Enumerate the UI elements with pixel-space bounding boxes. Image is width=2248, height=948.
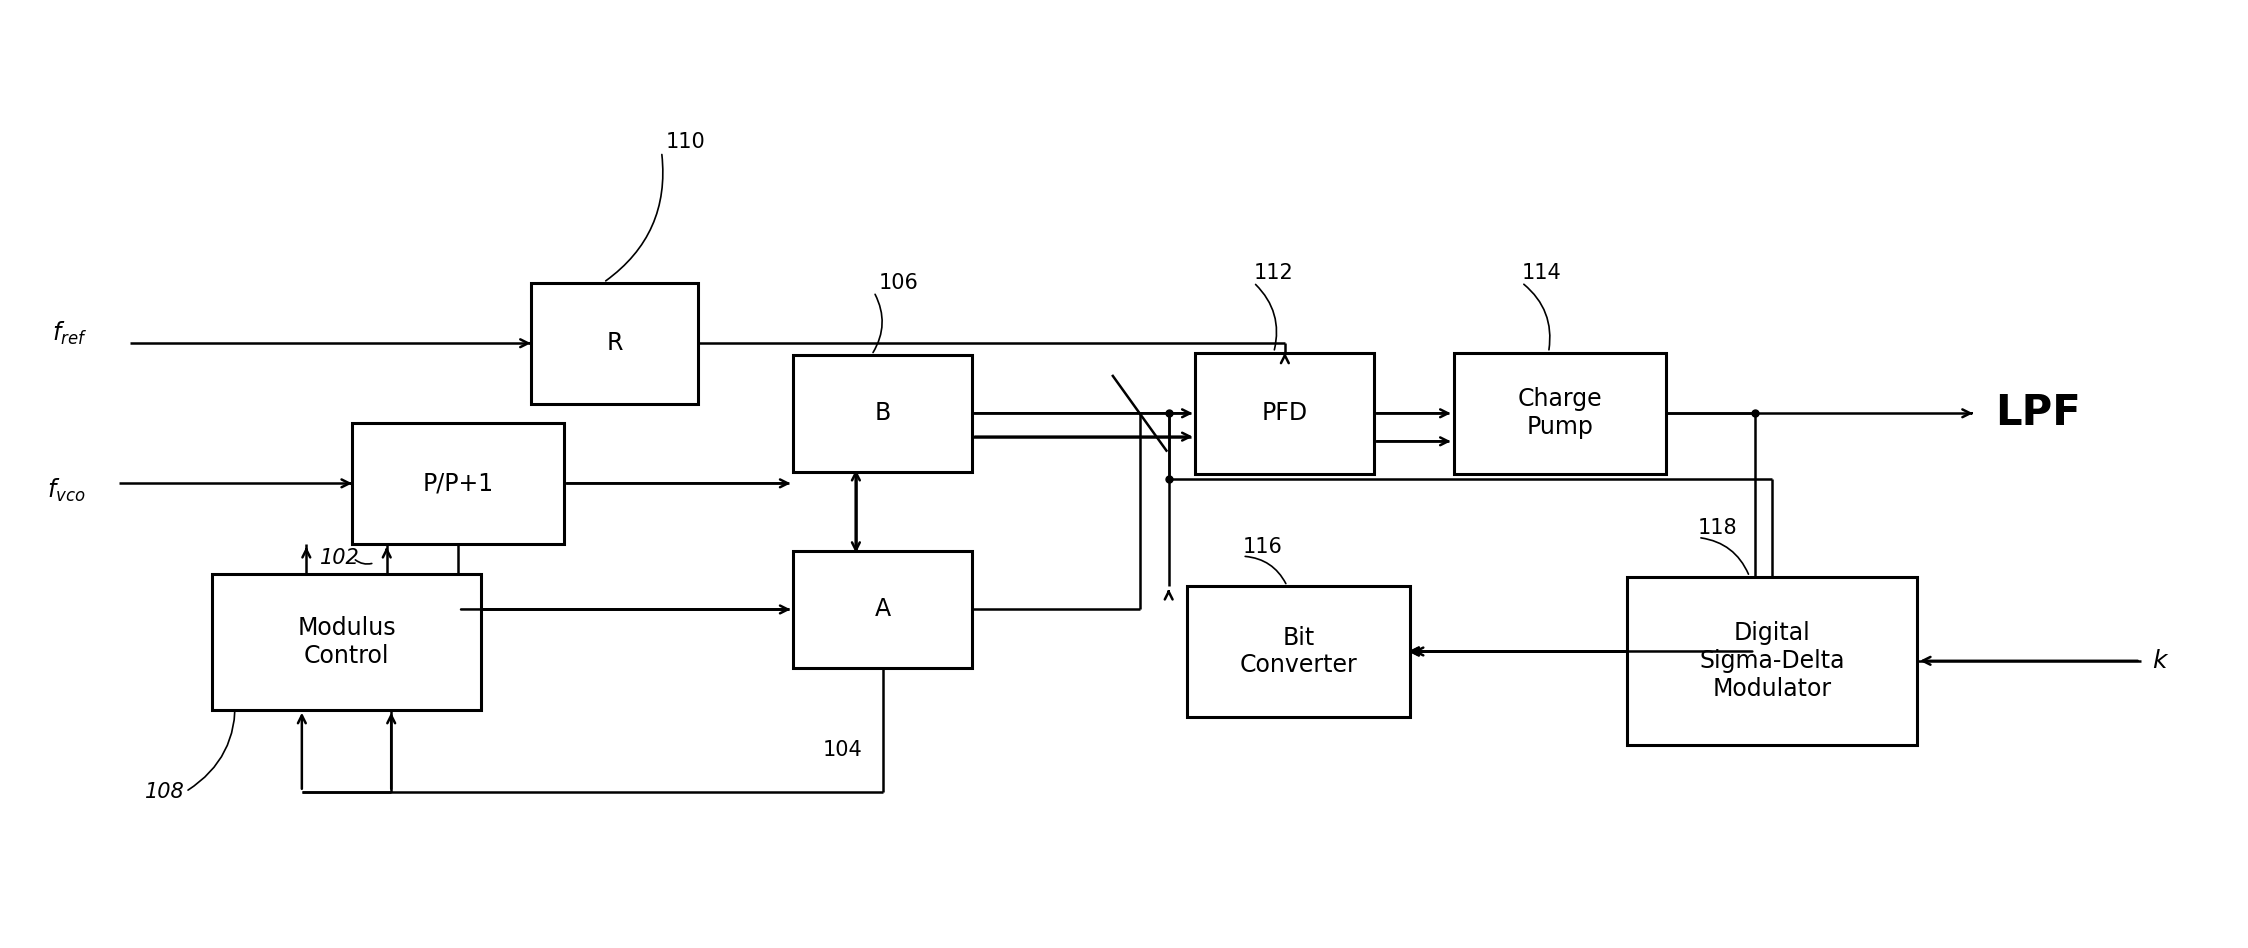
FancyBboxPatch shape (1454, 353, 1666, 474)
Text: 114: 114 (1522, 264, 1562, 283)
Text: $f_{ref}$: $f_{ref}$ (52, 320, 88, 348)
Text: Charge
Pump: Charge Pump (1517, 388, 1603, 439)
Text: Digital
Sigma-Delta
Modulator: Digital Sigma-Delta Modulator (1699, 621, 1846, 701)
Text: k: k (2151, 648, 2167, 673)
Text: A: A (874, 597, 890, 622)
FancyBboxPatch shape (214, 574, 481, 710)
FancyBboxPatch shape (531, 283, 699, 404)
Text: 118: 118 (1697, 519, 1738, 538)
Text: Bit
Converter: Bit Converter (1239, 626, 1358, 678)
Text: P/P+1: P/P+1 (423, 471, 495, 496)
FancyBboxPatch shape (353, 423, 564, 544)
Text: 102: 102 (319, 548, 360, 568)
Text: $f_{vco}$: $f_{vco}$ (47, 477, 85, 504)
Text: 110: 110 (665, 133, 706, 153)
FancyBboxPatch shape (1196, 353, 1374, 474)
Text: 108: 108 (146, 781, 184, 802)
Text: LPF: LPF (1996, 392, 2082, 434)
Text: B: B (874, 401, 890, 426)
Text: R: R (607, 331, 623, 356)
Text: 116: 116 (1243, 537, 1281, 556)
FancyBboxPatch shape (1628, 576, 1918, 745)
FancyBboxPatch shape (794, 355, 971, 472)
Text: 106: 106 (879, 272, 917, 293)
Text: Modulus
Control: Modulus Control (297, 616, 396, 668)
FancyBboxPatch shape (1187, 586, 1409, 717)
Text: PFD: PFD (1261, 401, 1308, 426)
Text: 112: 112 (1254, 264, 1293, 283)
FancyBboxPatch shape (794, 551, 971, 667)
Text: 104: 104 (823, 739, 863, 759)
